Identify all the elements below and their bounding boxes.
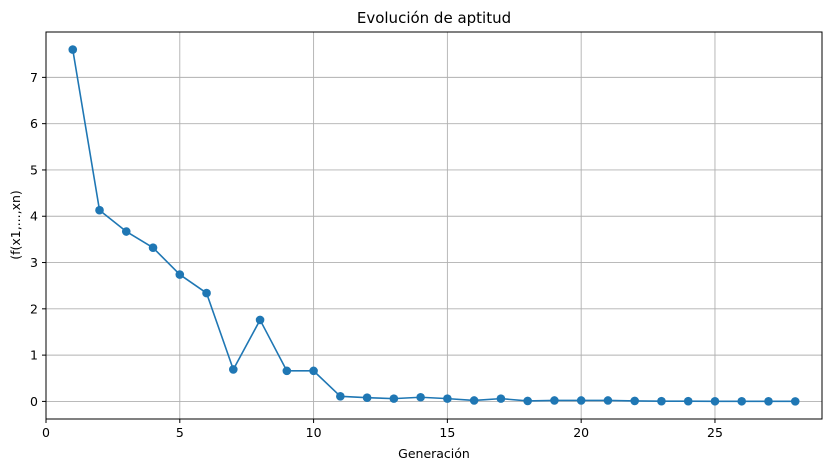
data-point <box>282 366 292 376</box>
y-tick-label: 0 <box>30 394 38 409</box>
data-point <box>175 270 185 279</box>
data-point <box>95 205 104 215</box>
plot-area <box>46 32 822 419</box>
y-tick-label: 5 <box>30 162 38 177</box>
data-point <box>630 396 639 406</box>
data-point <box>121 227 131 236</box>
y-tick-label: 2 <box>30 301 38 316</box>
data-point <box>603 396 613 405</box>
ticks: 0 5 10 15 20 25 0 1 2 3 4 5 6 7 <box>30 70 723 440</box>
y-tick-label: 3 <box>30 255 38 270</box>
data-point <box>229 365 238 374</box>
data-point <box>336 392 345 401</box>
series-line <box>71 49 796 403</box>
x-tick-label: 25 <box>707 425 723 440</box>
grid <box>45 32 822 419</box>
data-point <box>68 45 78 54</box>
data-point <box>683 396 693 406</box>
data-point <box>469 396 479 405</box>
data-point <box>202 288 211 298</box>
series-layer <box>68 45 800 406</box>
x-tick-label: 5 <box>176 425 184 440</box>
data-point <box>523 396 532 406</box>
x-tick-label: 15 <box>439 425 455 440</box>
x-tick-label: 0 <box>42 425 50 440</box>
data-point <box>764 397 773 406</box>
y-tick-label: 7 <box>30 70 38 85</box>
x-tick-label: 10 <box>306 425 322 440</box>
data-point <box>496 394 506 403</box>
data-point <box>550 396 559 405</box>
data-point <box>737 396 747 406</box>
data-point <box>657 396 666 406</box>
x-tick-label: 20 <box>573 425 589 440</box>
x-axis-label: Generación <box>398 446 470 461</box>
data-point <box>148 243 158 253</box>
plot-frame <box>45 31 823 420</box>
chart-title: Evolución de aptitud <box>357 9 511 27</box>
data-point <box>309 366 318 376</box>
y-tick-label: 4 <box>30 209 38 224</box>
data-point <box>362 393 372 403</box>
data-point <box>790 397 800 406</box>
data-point <box>710 396 720 406</box>
y-axis-label: (f(x1,...,xn) <box>8 190 23 260</box>
data-point <box>255 315 265 325</box>
data-point <box>576 396 586 405</box>
y-tick-label: 6 <box>30 116 38 131</box>
data-point <box>443 394 452 403</box>
data-point <box>389 394 399 403</box>
data-point <box>416 392 425 402</box>
y-tick-label: 1 <box>30 348 38 363</box>
